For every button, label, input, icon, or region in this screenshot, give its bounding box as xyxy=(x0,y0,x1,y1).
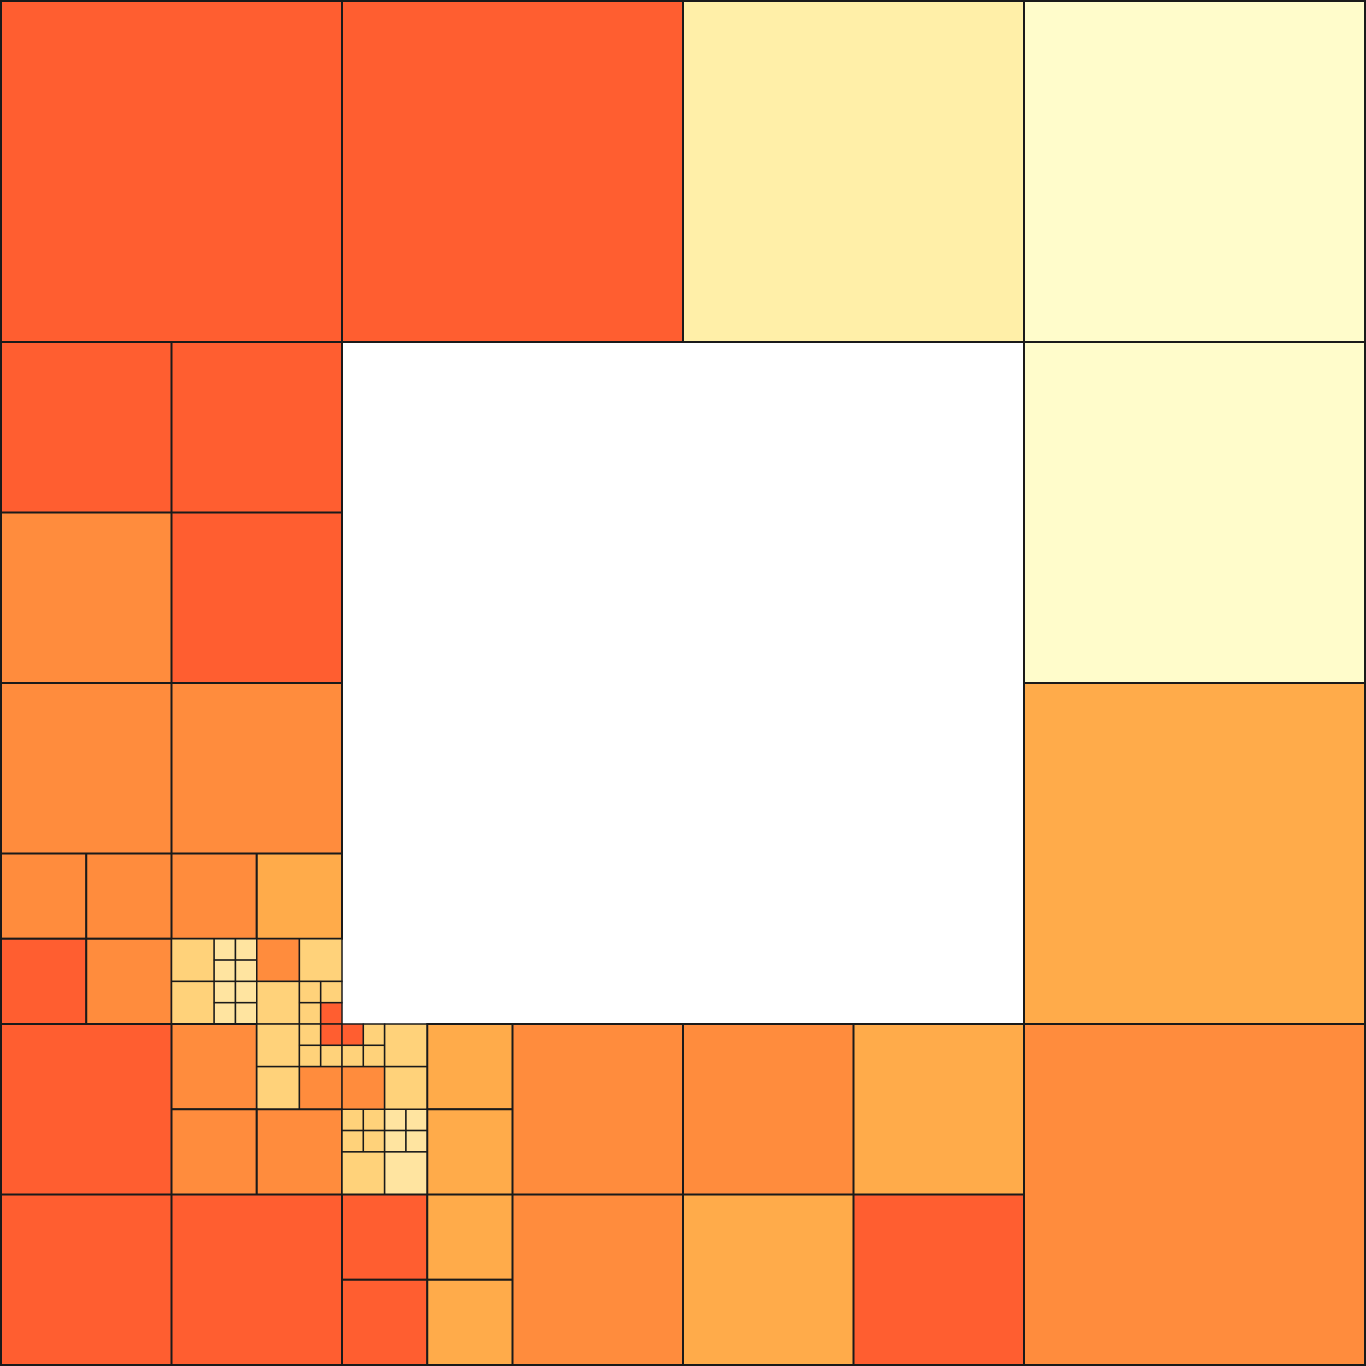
quadtree-cell xyxy=(298,980,322,1004)
quadtree-cell xyxy=(341,1129,365,1153)
quadtree-cell xyxy=(0,341,173,514)
quadtree-cell xyxy=(0,852,88,940)
quadtree-cell xyxy=(213,938,237,961)
quadtree-cell xyxy=(341,1108,365,1132)
quadtree-cell xyxy=(362,1044,386,1068)
quadtree-cell xyxy=(362,1129,386,1153)
quadtree-cell xyxy=(383,1023,429,1068)
quadtree-cell xyxy=(511,1023,684,1196)
quadtree-cell xyxy=(405,1129,429,1153)
quadtree-cell xyxy=(852,1023,1025,1196)
quadtree-cell xyxy=(256,1023,301,1068)
quadtree-cell xyxy=(234,1001,258,1025)
quadtree-cell xyxy=(362,1023,386,1047)
quadtree-cell xyxy=(341,1065,386,1111)
quadtree-cell xyxy=(383,1065,429,1111)
quadtree-cell xyxy=(383,1129,407,1153)
quadtree-cell xyxy=(1023,1023,1366,1366)
quadtree-cell xyxy=(682,1023,855,1196)
quadtree-cell xyxy=(298,938,343,983)
quadtree-cell xyxy=(852,1193,1025,1366)
quadtree-cell xyxy=(383,1108,407,1132)
quadtree-cell xyxy=(0,511,173,684)
empty-region xyxy=(342,342,1024,1024)
quadtree-cell xyxy=(319,1044,343,1068)
quadtree-cell xyxy=(0,937,88,1025)
quadtree-cell xyxy=(234,980,258,1004)
quadtree-cell xyxy=(341,1044,365,1068)
quadtree-cell xyxy=(426,1193,514,1281)
quadtree-cell xyxy=(341,1023,365,1047)
quadtree-cell xyxy=(256,938,301,983)
quadtree-cell xyxy=(256,980,301,1025)
quadtree-cell xyxy=(234,938,258,961)
quadtree-cell xyxy=(341,0,684,343)
quadtree-cell xyxy=(0,1023,173,1196)
quadtree-cell xyxy=(1023,682,1366,1025)
quadtree-cell xyxy=(0,682,173,855)
quadtree-cell xyxy=(255,1108,343,1196)
quadtree-cell xyxy=(170,341,343,514)
quadtree-cell xyxy=(85,937,173,1025)
quadtree-cell xyxy=(170,852,258,940)
quadtree-cell xyxy=(213,959,237,983)
quadtree-cell xyxy=(383,1151,429,1196)
quadtree-cell xyxy=(319,980,343,1004)
quadtree-cell xyxy=(682,1193,855,1366)
quadtree-cell xyxy=(298,1065,343,1111)
quadtree-cell xyxy=(362,1108,386,1132)
quadtree-cell xyxy=(319,1001,343,1025)
quadtree-cell xyxy=(234,959,258,983)
quadtree-cell xyxy=(213,1001,237,1025)
quadtree-cell xyxy=(0,0,343,343)
quadtree-cell xyxy=(298,1001,322,1025)
quadtree-cell xyxy=(0,1193,173,1366)
quadtree-cell xyxy=(170,1108,258,1196)
quadtree-cell xyxy=(170,1193,343,1366)
quadtree-cell xyxy=(170,980,215,1025)
quadtree-cell xyxy=(426,1278,514,1366)
quadtree-cell xyxy=(170,682,343,855)
quadtree-cell xyxy=(319,1023,343,1047)
quadtree-cell xyxy=(341,1278,429,1366)
quadtree-cell xyxy=(213,980,237,1004)
quadtree-cell xyxy=(341,1151,386,1196)
quadtree-cell xyxy=(426,1108,514,1196)
quadtree-cell xyxy=(170,511,343,684)
quadtree-cell xyxy=(85,852,173,940)
quadtree-cell xyxy=(256,1065,301,1111)
quadtree-cell xyxy=(170,1023,258,1111)
quadtree-cell xyxy=(170,938,215,983)
quadtree-cell xyxy=(298,1023,322,1047)
quadtree-cell xyxy=(298,1044,322,1068)
quadtree-cell xyxy=(405,1108,429,1132)
quadtree-cell xyxy=(511,1193,684,1366)
quadtree-cell xyxy=(1023,0,1366,343)
quadtree-cell xyxy=(341,1193,429,1281)
quadtree-cell xyxy=(682,0,1025,343)
quadtree-cell xyxy=(255,852,343,940)
quadtree-cell xyxy=(1023,341,1366,684)
quadtree-cell xyxy=(426,1023,514,1111)
